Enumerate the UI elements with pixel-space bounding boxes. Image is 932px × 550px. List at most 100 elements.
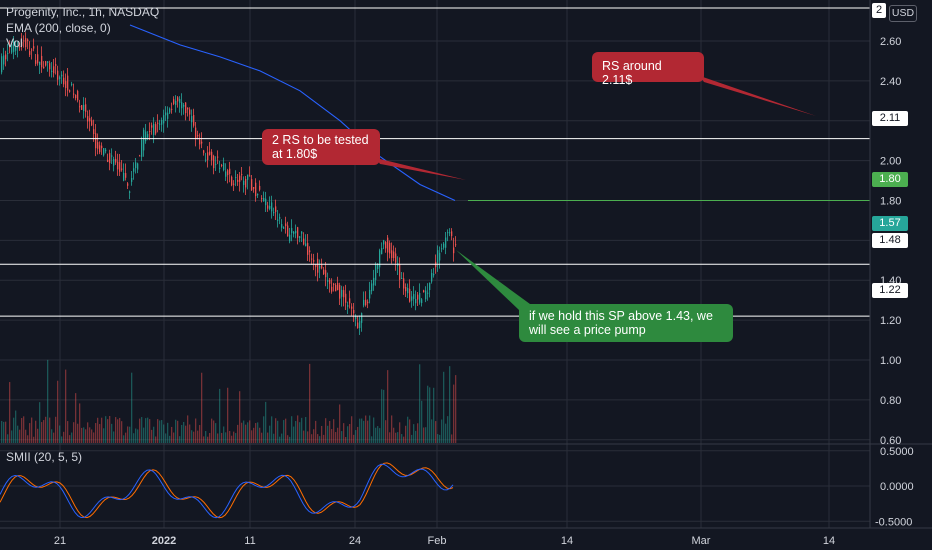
price-tick: 2.60 [880,36,901,48]
volume-bar [53,432,55,443]
time-axis[interactable]: 21 2022 11 24 Feb 14 Mar 14 [54,535,835,547]
volume-bar [267,432,269,443]
symbol-title[interactable]: Progenity, Inc., 1h, NASDAQ [6,5,160,19]
pointer-rs-2-11 [700,76,816,116]
candle-body [305,243,307,247]
pointer-rs-1-80 [376,158,466,180]
volume-bar [209,433,211,443]
volume-bar [371,436,373,443]
volume-bar [49,417,51,443]
volume-bar [97,417,99,443]
candle-body [217,156,219,158]
smii-indicator-label[interactable]: SMII (20, 5, 5) [6,450,83,464]
candle-body [135,162,137,169]
candle-body [403,278,405,289]
volume-bar [295,421,297,443]
volume-bar [283,420,285,443]
candle-body [239,175,241,182]
volume-bars [1,359,457,443]
candle-body [231,176,233,186]
candle-body [89,118,91,122]
volume-bar [145,418,147,443]
candle-body [223,162,225,171]
currency-button[interactable]: USD [889,5,917,22]
volume-bar [55,416,57,443]
candle-body [157,122,159,124]
volume-bar [59,425,61,443]
candle-body [325,270,327,278]
candle-body [39,61,41,65]
volume-bar [347,426,349,443]
volume-bar [301,417,303,443]
candle-body [275,206,277,212]
volume-bar [211,418,213,443]
candle-body [15,45,17,51]
volume-bar [377,426,379,443]
price-tick: 0.80 [880,395,901,407]
candle-body [151,125,153,128]
volume-bar [119,417,121,443]
candle-body [451,231,453,237]
candle-body [315,264,317,268]
smii-scale[interactable]: 0.5000 0.0000 -0.5000 [875,446,914,529]
volume-bar [187,415,189,443]
volume-bar [107,419,109,443]
volume-indicator-label[interactable]: Vol [6,36,23,50]
candle-body [369,289,371,299]
smii-signal-line [0,462,454,519]
candle-body [401,277,403,279]
volume-bar [337,427,339,443]
candle-body [227,170,229,176]
volume-bar [385,420,387,443]
candle-body [181,102,183,109]
candle-body [57,70,59,80]
ema-indicator-label[interactable]: EMA (200, close, 0) [6,21,111,35]
candle-body [321,264,323,269]
candle-body [235,177,237,179]
volume-bar [445,423,447,443]
candle-body [383,240,385,245]
volume-bar [407,416,409,443]
candle-body [283,227,285,229]
candle-body [307,242,309,255]
volume-bar [441,419,443,443]
candle-body [51,70,53,72]
volume-bar [175,419,177,443]
volume-bar [239,391,241,443]
candle-body [221,164,223,166]
candle-body [199,139,201,145]
callout-price-pump[interactable]: if we hold this SP above 1.43, we will s… [519,304,733,342]
candle-body [313,259,315,262]
candle-body [63,77,65,85]
candle-body [3,55,5,65]
volume-bar [57,380,59,443]
volume-bar [451,434,453,443]
candle-body [37,54,39,64]
candle-body [279,217,281,219]
volume-bar [9,382,11,443]
volume-bar [395,432,397,443]
volume-bar [349,423,351,443]
callout-rs-2-11[interactable]: RS around 2.11$ [592,52,704,87]
candle-body [277,219,279,221]
candle-body [415,299,417,304]
level-tag-1-22: 1.22 [872,283,908,298]
candle-body [31,49,33,51]
candle-body [7,52,9,54]
volume-bar [417,423,419,443]
volume-bar [401,434,403,443]
volume-bar [99,424,101,443]
volume-bar [251,430,253,443]
callout-rs-1-80[interactable]: 2 RS to be tested at 1.80$ [262,129,380,165]
volume-bar [261,432,263,443]
candle-body [229,168,231,174]
candle-body [1,56,3,73]
horizontal-levels[interactable] [0,7,870,317]
volume-bar [323,434,325,443]
level-tag-1-48: 1.48 [872,233,908,248]
candle-body [249,175,251,177]
volume-bar [133,433,135,443]
candle-body [167,112,169,119]
volume-bar [265,401,267,443]
